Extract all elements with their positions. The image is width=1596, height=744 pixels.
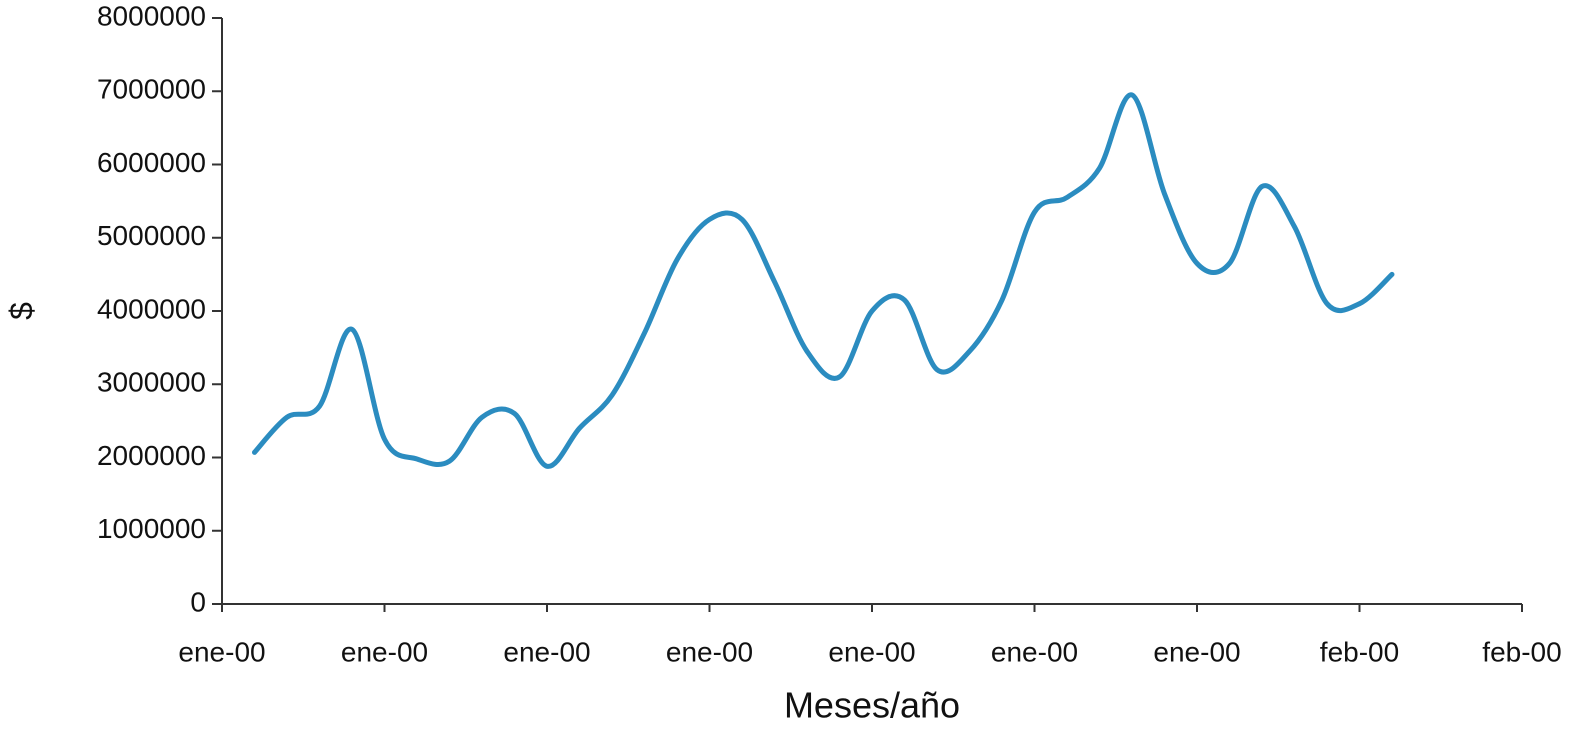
x-tick-label: ene-00 <box>1153 636 1240 667</box>
y-tick-label: 6000000 <box>97 147 206 178</box>
y-tick-label: 3000000 <box>97 367 206 398</box>
y-tick-label: 8000000 <box>97 0 206 31</box>
data-line <box>252 92 1395 469</box>
y-axis-label: $ <box>3 302 39 320</box>
y-tick-label: 5000000 <box>97 220 206 251</box>
x-axis-label: Meses/año <box>784 685 960 726</box>
y-tick-label: 4000000 <box>97 293 206 324</box>
x-tick-label: ene-00 <box>341 636 428 667</box>
x-tick-label: ene-00 <box>666 636 753 667</box>
x-tick-label: ene-00 <box>503 636 590 667</box>
y-tick-label: 2000000 <box>97 440 206 471</box>
x-tick-label: feb-00 <box>1320 636 1399 667</box>
x-tick-label: ene-00 <box>828 636 915 667</box>
y-tick-label: 7000000 <box>97 74 206 105</box>
y-tick-label: 0 <box>190 586 206 617</box>
x-tick-label: ene-00 <box>991 636 1078 667</box>
x-tick-label: ene-00 <box>178 636 265 667</box>
x-tick-label: feb-00 <box>1482 636 1561 667</box>
y-tick-label: 1000000 <box>97 513 206 544</box>
